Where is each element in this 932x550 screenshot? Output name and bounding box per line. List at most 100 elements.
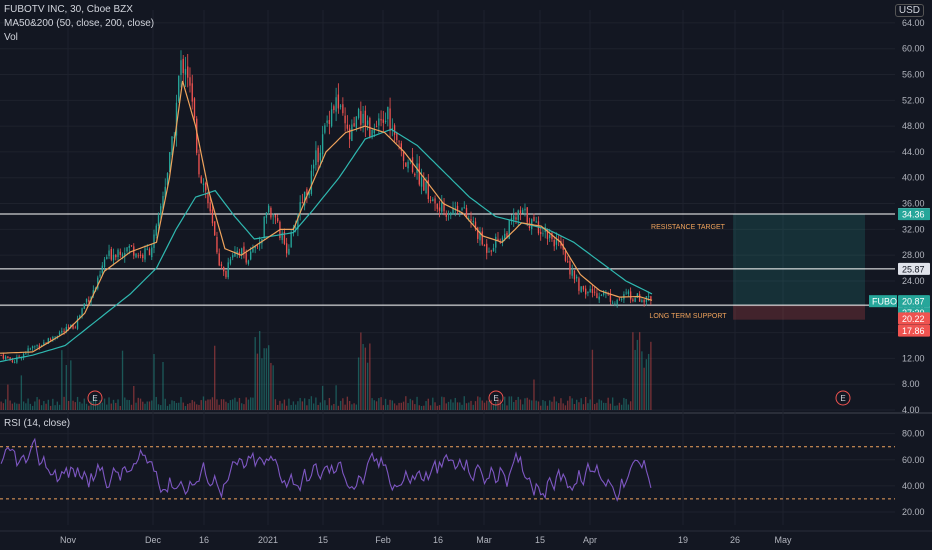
price-tick-label: 24.00: [902, 276, 925, 286]
candle-body: [106, 256, 108, 260]
candle-body: [241, 248, 243, 255]
candle-body: [602, 292, 605, 295]
earnings-marker-label: E: [840, 394, 845, 403]
volume-bar: [609, 403, 612, 410]
time-tick-label: Apr: [583, 535, 597, 545]
volume-bar: [178, 402, 180, 410]
volume-bar: [261, 358, 263, 410]
candle-body: [373, 128, 376, 134]
candle-body: [495, 236, 497, 248]
volume-bar: [281, 403, 283, 410]
candle-body: [200, 176, 202, 183]
volume-bar: [58, 404, 61, 410]
candle-body: [11, 360, 14, 362]
volume-bar: [618, 402, 621, 410]
level-price-tag-bg: [898, 262, 930, 275]
candle-body: [202, 183, 205, 186]
volume-bar: [81, 403, 83, 410]
candle-body: [389, 108, 391, 131]
earnings-marker: [835, 390, 851, 406]
volume-bar: [483, 402, 486, 410]
candle-body: [308, 191, 310, 196]
volume-bar: [450, 399, 452, 410]
candle-body: [355, 116, 358, 128]
candle-body: [582, 286, 585, 290]
candle-body: [472, 221, 474, 222]
volume-bar: [549, 400, 551, 410]
volume-bar: [398, 402, 400, 410]
earnings-marker-label: E: [92, 394, 97, 403]
volume-bar: [567, 400, 569, 410]
candle-body: [629, 291, 632, 300]
volume-bar: [94, 398, 97, 410]
volume-bar: [11, 403, 14, 410]
candle-body: [272, 215, 274, 217]
volume-bar: [108, 397, 110, 410]
candle-body: [650, 296, 652, 301]
candle-body: [438, 207, 441, 211]
volume-bar: [555, 401, 558, 410]
volume-bar: [306, 405, 308, 410]
volume-bar: [589, 399, 591, 410]
volume-bar: [598, 399, 600, 410]
volume-bar: [36, 397, 38, 410]
volume-bar: [27, 398, 29, 410]
candle-body: [337, 94, 340, 109]
currency-label[interactable]: USD: [894, 4, 924, 17]
candle-body: [137, 255, 139, 257]
candle-body: [429, 200, 432, 201]
candle-body: [164, 186, 166, 198]
candle-body: [175, 102, 178, 136]
volume-bar: [501, 403, 504, 410]
volume-bar: [56, 401, 59, 410]
volume-bar: [459, 402, 461, 410]
candle-body: [265, 212, 268, 218]
last-price-tag: 20.87: [902, 297, 925, 307]
volume-bar: [499, 399, 501, 410]
candle-body: [454, 208, 456, 210]
candle-body: [450, 212, 452, 216]
volume-bar: [414, 404, 416, 410]
candle-body: [587, 291, 589, 294]
volume-bar: [641, 351, 643, 410]
volume-bar: [328, 397, 331, 410]
position-stop-zone: [733, 305, 865, 320]
volume-bar: [537, 401, 540, 410]
candle-body: [124, 253, 126, 257]
candle-body: [315, 150, 317, 166]
candle-body: [180, 60, 182, 75]
candle-body: [2, 354, 5, 359]
candle-body: [569, 260, 571, 275]
volume-bar: [580, 398, 582, 410]
candle-body: [589, 288, 591, 293]
currency-selector[interactable]: USD: [894, 4, 924, 17]
volume-bar: [524, 398, 526, 410]
volume-bar: [164, 398, 166, 410]
volume-bar: [245, 397, 247, 410]
candle-body: [384, 120, 387, 123]
volume-bar: [445, 403, 447, 410]
volume-bar: [355, 404, 358, 410]
price-tick-label: 32.00: [902, 224, 925, 234]
candle-body: [414, 173, 416, 176]
candle-body: [88, 299, 90, 302]
candle-body: [616, 299, 618, 305]
candle-body: [330, 109, 333, 127]
volume-bar: [272, 365, 274, 410]
candle-body: [27, 348, 29, 353]
volume-bar: [128, 400, 130, 410]
earnings-marker-label: E: [493, 394, 498, 403]
volume-bar: [182, 402, 184, 410]
volume-bar: [121, 350, 124, 410]
volume-bar: [171, 400, 173, 410]
volume-bar: [198, 404, 200, 410]
volume-bar: [61, 350, 63, 410]
volume-bar: [2, 403, 5, 410]
volume-bar: [337, 405, 340, 410]
price-tick-label: 28.00: [902, 250, 925, 260]
volume-bar: [326, 405, 328, 410]
candle-body: [285, 243, 288, 254]
candle-body: [333, 106, 335, 111]
volume-bar: [645, 359, 648, 410]
